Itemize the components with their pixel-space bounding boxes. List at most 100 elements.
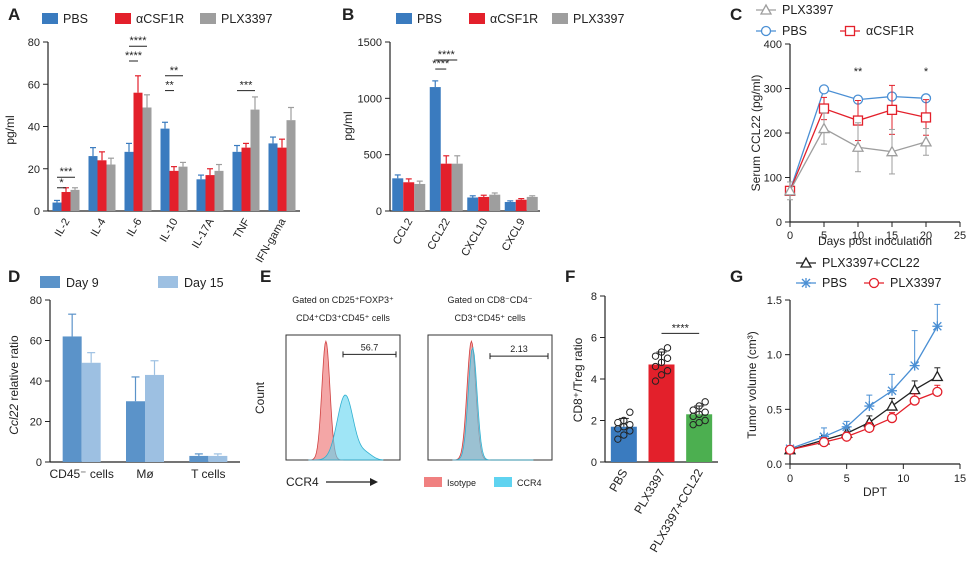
panelA-bar — [133, 92, 143, 211]
panelC-y-tick-label: 200 — [764, 128, 782, 140]
panelD-x-tick-label: Mø — [136, 467, 154, 481]
panelC-x-tick-label: 0 — [787, 230, 793, 242]
panelG-legend-label: PLX3397+CCL22 — [822, 256, 920, 270]
panel-letter-c: C — [730, 5, 742, 24]
panelA-x-tick-label: IL-2 — [53, 217, 73, 239]
panelG-x-tick-label: 15 — [954, 473, 966, 485]
panelF-data-point — [614, 418, 622, 427]
panelA-sig-il10-a-label: ** — [170, 65, 179, 77]
panelA-bar — [124, 151, 134, 211]
panelB-bar — [403, 182, 415, 211]
panelG-point — [908, 383, 921, 395]
panelA-sig-il2-b-label: * — [59, 177, 64, 189]
panelG-y-tick-label: 1.0 — [767, 350, 782, 362]
panelA-bar — [142, 107, 152, 211]
panelD-bar — [189, 455, 209, 462]
panelA-bar — [52, 202, 62, 211]
panelA-sig-il6-b-label: **** — [125, 50, 143, 62]
panelD-x-tick-label: CD45⁻ cells — [49, 467, 113, 481]
panelB-y-label: pg/ml — [341, 111, 355, 140]
panelA-x-tick-label: TNF — [232, 216, 253, 241]
panelF-data-point — [701, 408, 709, 416]
panelB-x-tick-label: CXCL10 — [459, 217, 490, 259]
panel-letter-e: E — [260, 267, 271, 286]
panelB-x-tick-label: CXCL9 — [500, 217, 528, 254]
panelC-sig-day20: * — [924, 66, 929, 78]
panelA-x-tick-label: IFN-gama — [254, 216, 289, 265]
panelF-y-tick-label: 2 — [591, 416, 597, 428]
panelF-data-point — [614, 435, 622, 443]
panelC-point — [851, 140, 865, 152]
panelF-data-point — [657, 358, 666, 367]
panelG-point — [910, 361, 920, 371]
panelA-y-tick-label: 0 — [34, 206, 40, 218]
panelC-point — [885, 145, 899, 157]
panelB-bar — [429, 87, 441, 211]
panelB-bar — [526, 196, 538, 211]
panelF-data-point — [651, 377, 660, 385]
panelB-bar — [504, 201, 516, 211]
panelA-sig-il2-a-label: *** — [60, 166, 74, 178]
panelB-legend-label: PLX3397 — [573, 12, 624, 26]
panelF-x-tick-label: PBS — [606, 467, 630, 495]
panelA-x-tick-label: IL-10 — [158, 217, 181, 245]
panelC-y-tick-label: 0 — [776, 217, 782, 229]
panelB-legend-swatch — [396, 13, 412, 24]
panelF-data-point — [620, 416, 628, 425]
panelG-point — [931, 370, 944, 382]
panelG-x-tick-label: 10 — [897, 473, 909, 485]
panelG-point — [818, 436, 830, 448]
panelC-legend-label: PLX3397 — [782, 3, 833, 17]
panelA-bar — [232, 151, 242, 211]
panelA-bar — [196, 179, 206, 211]
panelB-x-tick-label: CCL2 — [391, 217, 415, 247]
panelB-bar — [467, 197, 479, 211]
panelF-data-point — [695, 402, 703, 410]
panelE-gate-title: Gated on CD8⁻CD4⁻ — [447, 295, 532, 305]
panelG-point — [841, 431, 852, 442]
panelF-data-point — [626, 420, 634, 429]
panelA-sig-tnf-label: *** — [240, 80, 254, 92]
panelF-x-tick-label: PLX3397 — [631, 466, 668, 516]
panelF-y-tick-label: 0 — [591, 457, 597, 469]
panelF-y-tick-label: 8 — [591, 291, 597, 303]
panel-letter-f: F — [565, 267, 575, 286]
panelD-bar — [62, 336, 82, 462]
panel-letter-a: A — [8, 5, 20, 24]
panelC-point — [920, 112, 932, 123]
panelE-x-arrow-head — [370, 478, 378, 486]
panelF-y-tick-label: 4 — [591, 374, 597, 386]
panelG-point — [864, 422, 875, 434]
panelE-gate-title: CD3⁺CD45⁺ cells — [454, 313, 526, 323]
panelB-bar — [478, 196, 490, 211]
panel-letter-d: D — [8, 267, 20, 286]
panelF-data-point — [651, 362, 660, 371]
panelD-y-tick-label: 20 — [30, 417, 42, 429]
panelB-sig-ccl22-a-label: **** — [438, 49, 456, 61]
panelE-gate-value: 2.13 — [510, 344, 528, 354]
panelD-y-tick-label: 80 — [30, 295, 42, 307]
panelA-bar — [178, 166, 188, 211]
panelG-point — [932, 321, 942, 331]
panelD-legend-swatch — [40, 276, 60, 288]
panelD-y-label: Ccl22 relative ratio — [7, 335, 21, 435]
panelD-bar — [145, 374, 164, 462]
panelA-sig-il6-a-label: **** — [129, 35, 147, 47]
panelA-bar — [277, 147, 287, 211]
panelD-y-tick-label: 60 — [30, 336, 42, 348]
panelF-y-label: CD8⁺/Treg ratio — [571, 337, 585, 422]
panelB-bar — [392, 178, 404, 211]
panelC-point — [818, 103, 830, 114]
panelG-y-tick-label: 0.0 — [767, 459, 782, 471]
panelA-sig-il10-b-label: ** — [165, 80, 174, 92]
panelA-y-tick-label: 40 — [28, 122, 40, 134]
panelD-y-label-gene: Ccl22 — [7, 404, 21, 435]
panelC-legend-marker — [844, 25, 856, 37]
panelA-y-label: pg/ml — [3, 115, 17, 144]
panelC-y-tick-label: 100 — [764, 173, 782, 185]
panelD-bar — [208, 455, 228, 462]
panelC-x-tick-label: 25 — [954, 230, 966, 242]
panelA-y-tick-label: 80 — [28, 37, 40, 49]
panelB-legend-label: αCSF1R — [490, 12, 538, 26]
